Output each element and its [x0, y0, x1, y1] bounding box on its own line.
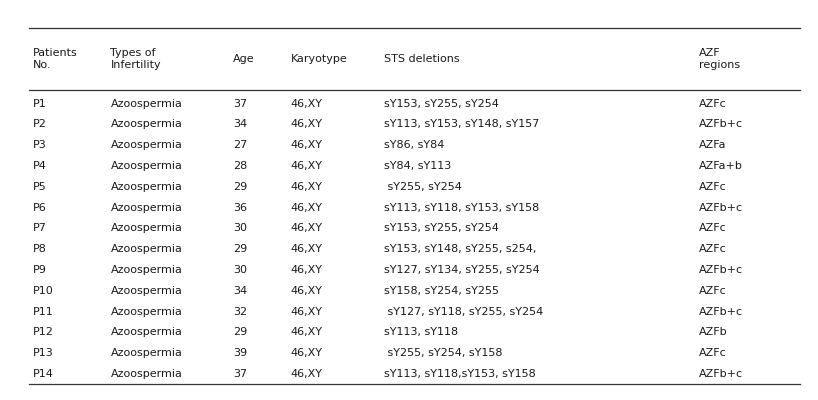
- Text: P1: P1: [33, 99, 47, 109]
- Text: Azoospermia: Azoospermia: [110, 182, 182, 192]
- Text: Azoospermia: Azoospermia: [110, 140, 182, 150]
- Text: 46,XY: 46,XY: [290, 327, 322, 337]
- Text: Azoospermia: Azoospermia: [110, 265, 182, 275]
- Text: sY153, sY255, sY254: sY153, sY255, sY254: [384, 99, 499, 109]
- Text: Azoospermia: Azoospermia: [110, 119, 182, 129]
- Text: sY158, sY254, sY255: sY158, sY254, sY255: [384, 286, 500, 296]
- Text: Azoospermia: Azoospermia: [110, 306, 182, 316]
- Text: 30: 30: [233, 223, 247, 233]
- Text: P10: P10: [33, 286, 53, 296]
- Text: Azoospermia: Azoospermia: [110, 244, 182, 254]
- Text: Types of
Infertility: Types of Infertility: [110, 48, 161, 70]
- Text: sY113, sY153, sY148, sY157: sY113, sY153, sY148, sY157: [384, 119, 540, 129]
- Text: sY255, sY254, sY158: sY255, sY254, sY158: [384, 348, 503, 358]
- Text: sY113, sY118,sY153, sY158: sY113, sY118,sY153, sY158: [384, 369, 537, 379]
- Text: Age: Age: [233, 54, 254, 64]
- Text: AZFb+c: AZFb+c: [699, 369, 744, 379]
- Text: P12: P12: [33, 327, 54, 337]
- Text: Azoospermia: Azoospermia: [110, 348, 182, 358]
- Text: Karyotype: Karyotype: [290, 54, 347, 64]
- Text: sY127, sY118, sY255, sY254: sY127, sY118, sY255, sY254: [384, 306, 544, 316]
- Text: P3: P3: [33, 140, 47, 150]
- Text: STS deletions: STS deletions: [384, 54, 460, 64]
- Text: 34: 34: [233, 286, 247, 296]
- Text: 46,XY: 46,XY: [290, 223, 322, 233]
- Text: AZFc: AZFc: [699, 223, 727, 233]
- Text: 46,XY: 46,XY: [290, 161, 322, 171]
- Text: AZFa: AZFa: [699, 140, 727, 150]
- Text: 46,XY: 46,XY: [290, 348, 322, 358]
- Text: 32: 32: [233, 306, 247, 316]
- Text: sY113, sY118, sY153, sY158: sY113, sY118, sY153, sY158: [384, 202, 540, 213]
- Text: 34: 34: [233, 119, 247, 129]
- Text: Azoospermia: Azoospermia: [110, 369, 182, 379]
- Text: AZF
regions: AZF regions: [699, 48, 740, 70]
- Text: 37: 37: [233, 99, 247, 109]
- Text: AZFc: AZFc: [699, 348, 727, 358]
- Text: AZFc: AZFc: [699, 286, 727, 296]
- Text: 27: 27: [233, 140, 247, 150]
- Text: 46,XY: 46,XY: [290, 140, 322, 150]
- Text: 30: 30: [233, 265, 247, 275]
- Text: AZFb+c: AZFb+c: [699, 119, 744, 129]
- Text: 37: 37: [233, 369, 247, 379]
- Text: AZFc: AZFc: [699, 99, 727, 109]
- Text: 46,XY: 46,XY: [290, 286, 322, 296]
- Text: P7: P7: [33, 223, 47, 233]
- Text: Patients
No.: Patients No.: [33, 48, 78, 70]
- Text: 46,XY: 46,XY: [290, 244, 322, 254]
- Text: P6: P6: [33, 202, 47, 213]
- Text: AZFb+c: AZFb+c: [699, 202, 744, 213]
- Text: P5: P5: [33, 182, 47, 192]
- Text: sY255, sY254: sY255, sY254: [384, 182, 462, 192]
- Text: Azoospermia: Azoospermia: [110, 286, 182, 296]
- Text: Azoospermia: Azoospermia: [110, 327, 182, 337]
- Text: Azoospermia: Azoospermia: [110, 161, 182, 171]
- Text: sY153, sY255, sY254: sY153, sY255, sY254: [384, 223, 499, 233]
- Text: AZFc: AZFc: [699, 244, 727, 254]
- Text: P8: P8: [33, 244, 47, 254]
- Text: AZFb: AZFb: [699, 327, 728, 337]
- Text: sY127, sY134, sY255, sY254: sY127, sY134, sY255, sY254: [384, 265, 540, 275]
- Text: 28: 28: [233, 161, 247, 171]
- Text: P4: P4: [33, 161, 47, 171]
- Text: 29: 29: [233, 327, 247, 337]
- Text: P13: P13: [33, 348, 53, 358]
- Text: 29: 29: [233, 244, 247, 254]
- Text: 36: 36: [233, 202, 247, 213]
- Text: 39: 39: [233, 348, 247, 358]
- Text: P2: P2: [33, 119, 47, 129]
- Text: sY84, sY113: sY84, sY113: [384, 161, 452, 171]
- Text: 46,XY: 46,XY: [290, 369, 322, 379]
- Text: Azoospermia: Azoospermia: [110, 99, 182, 109]
- Text: AZFa+b: AZFa+b: [699, 161, 744, 171]
- Text: 46,XY: 46,XY: [290, 202, 322, 213]
- Text: AZFb+c: AZFb+c: [699, 306, 744, 316]
- Text: 46,XY: 46,XY: [290, 119, 322, 129]
- Text: P14: P14: [33, 369, 54, 379]
- Text: Azoospermia: Azoospermia: [110, 223, 182, 233]
- Text: AZFb+c: AZFb+c: [699, 265, 744, 275]
- Text: 46,XY: 46,XY: [290, 306, 322, 316]
- Text: 46,XY: 46,XY: [290, 265, 322, 275]
- Text: 46,XY: 46,XY: [290, 99, 322, 109]
- Text: 29: 29: [233, 182, 247, 192]
- Text: sY113, sY118: sY113, sY118: [384, 327, 459, 337]
- Text: 46,XY: 46,XY: [290, 182, 322, 192]
- Text: sY86, sY84: sY86, sY84: [384, 140, 445, 150]
- Text: P9: P9: [33, 265, 47, 275]
- Text: P11: P11: [33, 306, 53, 316]
- Text: sY153, sY148, sY255, s254,: sY153, sY148, sY255, s254,: [384, 244, 537, 254]
- Text: AZFc: AZFc: [699, 182, 727, 192]
- Text: Azoospermia: Azoospermia: [110, 202, 182, 213]
